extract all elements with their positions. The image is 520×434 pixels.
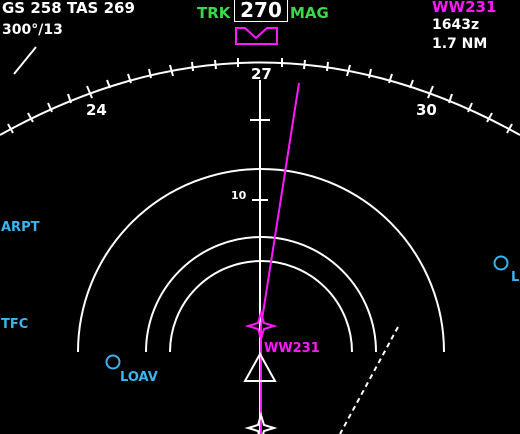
active-waypoint-name: WW231 <box>432 0 497 16</box>
navaid-circle-icon <box>105 354 121 370</box>
compass-label-27: 27 <box>251 65 272 83</box>
waypoint-star-icon <box>244 309 278 343</box>
compass-label-30: 30 <box>416 101 437 119</box>
navaid-circle-icon <box>493 255 509 271</box>
next-waypoint-star-icon <box>244 411 278 434</box>
dashed-track-line <box>339 326 399 434</box>
heading-readout-box: 270 <box>234 0 288 22</box>
loav-navaid-label: LOAV <box>120 370 158 385</box>
mag-label: MAG <box>290 4 329 22</box>
compass-rose-arc <box>0 61 520 136</box>
aircraft-symbol-icon <box>243 351 277 382</box>
ground-true-airspeed: GS 258 TAS 269 <box>2 0 135 17</box>
compass-ticks <box>7 58 513 134</box>
edge-navaid-label: L <box>511 270 520 285</box>
heading-bug-icon <box>235 27 278 45</box>
active-waypoint-distance: 1.7 NM <box>432 36 488 52</box>
range-ring-label: 10 <box>231 189 247 202</box>
tfc-toggle[interactable]: TFC <box>1 317 29 332</box>
active-route-line <box>260 82 300 327</box>
wind-arrow-icon <box>13 46 37 75</box>
arpt-toggle[interactable]: ARPT <box>1 220 40 235</box>
trk-label: TRK <box>197 4 231 22</box>
wind-readout: 300°/13 <box>2 22 63 38</box>
waypoint-map-label: WW231 <box>264 341 320 356</box>
compass-label-24: 24 <box>86 101 107 119</box>
active-waypoint-eta: 1643z <box>432 17 480 33</box>
